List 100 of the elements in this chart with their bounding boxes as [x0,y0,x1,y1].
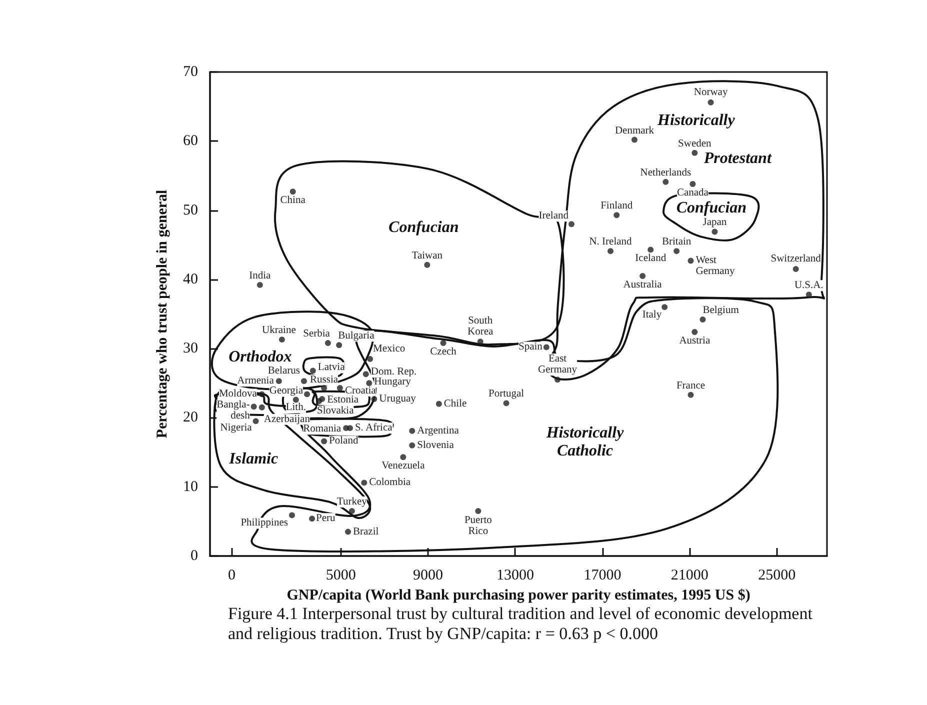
point [288,512,295,518]
x-tick-label: 5000 [326,568,356,584]
point [690,181,696,188]
annotation: Islamic [228,450,278,468]
point [688,392,694,398]
annotation: Hungary [374,376,412,388]
point [700,316,706,323]
point [371,396,378,402]
point [648,246,654,253]
annotation: Georgia [269,386,304,397]
point [366,380,372,386]
annotation: Taiwan [412,250,444,262]
point [336,342,342,348]
point [400,454,406,460]
x-tick-label: 17000 [584,568,622,584]
point [362,371,369,378]
point [608,248,614,254]
y-tick-label: 50 [183,202,198,218]
annotation: Armenia [237,376,274,387]
point [640,272,646,279]
annotation: Colombia [369,477,411,488]
annotation: Mexico [373,343,406,354]
point [674,248,680,254]
annotation: China [280,195,306,206]
annotation: Bulgaria [338,330,375,342]
x-tick-label: 25000 [758,568,796,584]
point [692,150,698,156]
point [792,266,799,272]
point [424,262,430,268]
point [409,442,416,448]
annotation: Australia [623,279,662,290]
point [290,188,296,195]
annotation: West Germany [696,254,736,277]
annotation: Moldova [218,388,258,400]
annotation: Latvia [318,362,346,374]
annotation: Puerto Rico [464,515,492,538]
annotation: Nigeria [220,422,252,434]
annotation: Turkey [336,496,368,508]
point [543,344,550,350]
annotation: Brazil [353,526,379,538]
annotation: Uruguay [379,394,417,405]
point [554,376,561,383]
point [475,508,482,514]
annotation: Chile [444,398,468,410]
annotation: Norway [694,86,728,98]
x-axis-title: GNP/capita (World Bank purchasing power parity estimates, 1995 US $) [286,588,750,604]
point [278,336,285,343]
annotation: Sweden [678,138,712,150]
point [258,391,265,398]
annotation: Croatia [344,385,376,396]
annotation: Denmark [614,125,655,136]
annotation: Czech [430,346,458,358]
point [324,340,331,346]
annotation: Venezuela [382,460,426,472]
annotation: Spain [518,342,544,353]
y-tick-label: 60 [183,133,198,150]
annotation: Azerbaijan [264,414,311,425]
point [712,228,718,235]
y-tick-label: 70 [183,64,198,80]
point [361,480,368,486]
point [252,418,259,424]
annotation: Romania [303,424,342,435]
point [309,516,316,522]
y-tick-label: 0 [190,548,198,564]
annotation: Slovenia [417,440,454,451]
point [477,338,484,345]
point [367,356,374,362]
point [568,221,574,228]
y-tick-label: 30 [183,340,198,357]
point [321,438,328,444]
caption: Figure 4.1 Interpersonal trust by cultural tradition and level of economic development and religious tradition. Trust by GNP/capita: r = 0.63 p < 0.000 [228,604,814,644]
x-tick-label: 0 [228,568,236,584]
annotation: Estonia [327,394,359,406]
point [708,99,714,106]
annotation: Netherlands [640,167,692,178]
annotation: Argentina [417,425,460,436]
point [436,400,442,407]
annotation: Finland [600,200,634,212]
point [631,136,638,143]
annotation: Lith. [286,402,306,414]
point [662,178,669,185]
annotation: Switzerland [770,254,822,265]
annotation: N. Ireland [589,236,633,248]
point [300,378,307,384]
annotation: Iceland [635,253,667,264]
point [310,368,316,374]
point [346,425,353,432]
y-tick-label: 20 [183,410,198,426]
point [304,391,310,398]
annotation: Confucian [676,200,747,217]
y-axis-title: Percentage who trust people in general [154,190,170,438]
point [692,328,698,335]
x-tick-label: 13000 [496,568,534,584]
point [688,258,694,264]
point [258,404,265,410]
point [336,384,343,391]
point [662,304,668,310]
annotation: Bangla- desh [216,400,251,422]
point [348,508,355,514]
point [806,292,812,298]
